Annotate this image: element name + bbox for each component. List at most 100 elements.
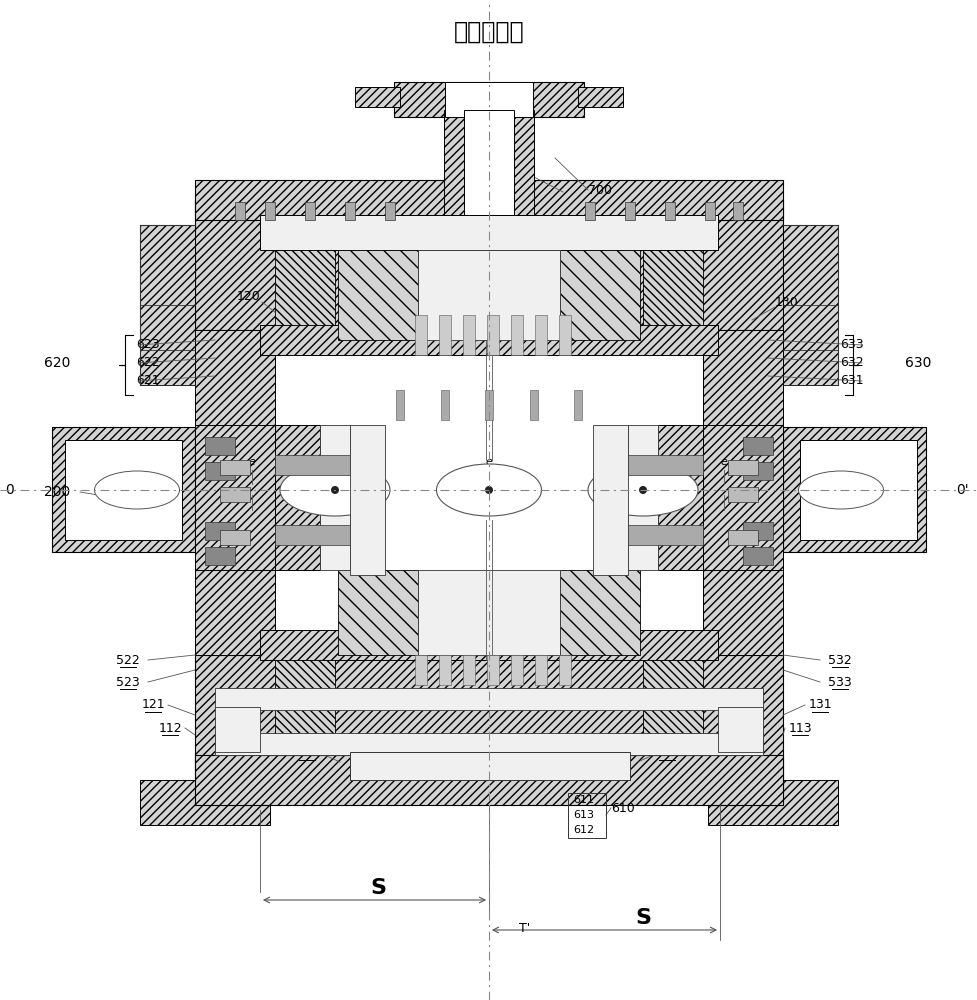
Bar <box>510 315 523 355</box>
Bar <box>234 202 245 220</box>
Bar <box>338 250 417 340</box>
Text: e: e <box>248 457 255 467</box>
Text: 531: 531 <box>655 746 678 760</box>
Bar <box>717 610 783 740</box>
Bar <box>463 110 514 215</box>
Bar <box>194 225 260 375</box>
Bar <box>265 202 275 220</box>
Bar <box>702 330 783 655</box>
Bar <box>627 455 702 475</box>
Bar <box>220 530 250 545</box>
Bar <box>205 437 234 455</box>
Bar <box>529 390 537 420</box>
Bar <box>260 630 717 660</box>
Bar <box>702 425 783 570</box>
Text: B: B <box>328 473 341 491</box>
Text: 532: 532 <box>828 654 851 666</box>
Text: 523: 523 <box>116 676 140 688</box>
Bar <box>417 570 560 655</box>
Bar <box>260 325 717 355</box>
Bar <box>642 250 702 325</box>
Bar <box>275 425 319 570</box>
Text: S: S <box>634 908 651 928</box>
Bar <box>510 655 523 685</box>
Bar <box>439 655 450 685</box>
Text: T: T <box>471 97 480 111</box>
Text: 533: 533 <box>828 676 851 688</box>
Text: 800: 800 <box>336 253 360 266</box>
Bar <box>64 440 182 540</box>
Ellipse shape <box>797 471 882 509</box>
Text: 112: 112 <box>158 722 182 734</box>
Bar <box>194 655 783 785</box>
Bar <box>514 110 533 215</box>
Text: 0: 0 <box>5 483 14 497</box>
Circle shape <box>485 486 492 494</box>
Bar <box>194 755 783 805</box>
Bar <box>573 390 581 420</box>
Text: C: C <box>636 473 649 491</box>
Ellipse shape <box>587 464 698 516</box>
Bar <box>220 460 250 475</box>
Text: e: e <box>720 457 727 467</box>
Bar <box>194 200 783 330</box>
Bar <box>487 315 498 355</box>
Bar <box>414 655 427 685</box>
Bar <box>205 522 234 540</box>
Text: 621: 621 <box>136 374 159 387</box>
Bar <box>627 525 702 545</box>
Text: 623: 623 <box>136 338 159 352</box>
Bar <box>140 780 270 825</box>
Bar <box>275 330 702 655</box>
Text: 113: 113 <box>787 722 811 734</box>
Bar <box>560 250 639 340</box>
Text: 611: 611 <box>573 795 593 805</box>
Text: 630: 630 <box>904 356 930 370</box>
Bar <box>385 202 395 220</box>
Bar <box>624 202 634 220</box>
Text: 633: 633 <box>839 338 863 352</box>
Text: 622: 622 <box>136 357 159 369</box>
Bar <box>642 660 702 755</box>
Text: 613: 613 <box>573 810 593 820</box>
Bar <box>577 87 622 107</box>
Ellipse shape <box>279 464 390 516</box>
Bar <box>743 462 772 480</box>
Bar <box>707 780 837 825</box>
Bar <box>559 655 571 685</box>
Text: 521: 521 <box>295 746 319 760</box>
Bar <box>559 315 571 355</box>
Text: e: e <box>485 457 492 467</box>
Bar <box>783 225 837 385</box>
Bar <box>534 655 546 685</box>
Bar <box>584 202 594 220</box>
Bar <box>194 425 275 570</box>
Text: 121: 121 <box>141 698 165 712</box>
Text: 620: 620 <box>44 356 70 370</box>
Text: 流体进出口: 流体进出口 <box>453 20 524 44</box>
Text: 0': 0' <box>955 483 967 497</box>
Bar <box>140 225 194 385</box>
Bar <box>414 315 427 355</box>
Bar <box>717 225 783 375</box>
Text: 131: 131 <box>807 698 831 712</box>
Text: A: A <box>491 502 500 514</box>
Bar <box>445 82 532 117</box>
Bar <box>534 315 546 355</box>
Bar <box>345 202 355 220</box>
Bar <box>220 487 250 502</box>
Bar <box>194 180 783 220</box>
Text: 632: 632 <box>839 357 863 369</box>
Bar <box>568 793 606 838</box>
Bar <box>444 110 463 215</box>
Ellipse shape <box>95 471 180 509</box>
Bar <box>194 330 275 655</box>
Circle shape <box>638 486 647 494</box>
Text: 610: 610 <box>611 802 634 814</box>
Bar <box>732 202 743 220</box>
Bar <box>355 87 400 107</box>
Bar <box>487 655 498 685</box>
Bar <box>727 460 757 475</box>
Bar <box>52 427 194 552</box>
Text: 631: 631 <box>839 374 863 387</box>
